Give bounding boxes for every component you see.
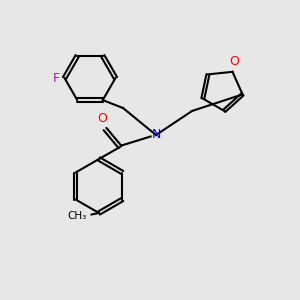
Text: O: O: [97, 112, 107, 125]
Text: F: F: [53, 71, 60, 85]
Text: N: N: [151, 128, 161, 142]
Text: O: O: [229, 55, 239, 68]
Text: CH₃: CH₃: [68, 211, 87, 221]
